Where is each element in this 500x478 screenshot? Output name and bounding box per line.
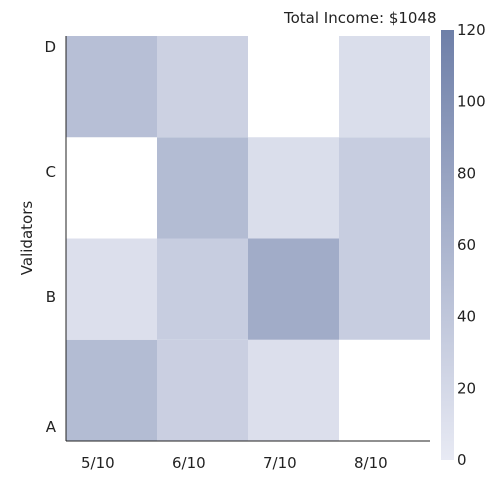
heatmap-cell-a-1 [66, 339, 157, 441]
y-tick-label: B [46, 288, 56, 306]
y-tick-label: D [44, 38, 56, 56]
heatmap-cell-c-3 [248, 137, 339, 239]
y-tick-label: A [46, 418, 57, 436]
heatmap-cell-d-2 [157, 36, 248, 138]
y-axis-ticks: A B C D [44, 38, 56, 436]
colorbar-tick-label: 80 [457, 164, 476, 182]
heatmap-cell-b-4 [339, 238, 430, 340]
y-axis-title: Validators [18, 201, 36, 276]
colorbar-tick-label: 20 [457, 379, 476, 397]
heatmap-cell-a-3 [248, 339, 339, 441]
heatmap-cells [66, 36, 430, 441]
colorbar-tick-label: 40 [457, 308, 476, 326]
colorbar-ticks: 0 20 40 60 80 100 120 [457, 21, 486, 469]
colorbar [441, 30, 454, 460]
heatmap-cell-c-4 [339, 137, 430, 239]
x-tick-label: 5/10 [81, 454, 115, 472]
colorbar-tick-label: 0 [457, 451, 467, 469]
colorbar-tick-label: 120 [457, 21, 486, 39]
heatmap-cell-a-2 [157, 339, 248, 441]
x-axis-ticks: 5/10 6/10 7/10 8/10 [81, 454, 388, 472]
x-tick-label: 7/10 [263, 454, 297, 472]
heatmap-cell-d-4 [339, 36, 430, 138]
heatmap-cell-b-3 [248, 238, 339, 340]
heatmap-cell-b-2 [157, 238, 248, 340]
heatmap-cell-b-1 [66, 238, 157, 340]
colorbar-tick-label: 60 [457, 236, 476, 254]
heatmap-cell-c-2 [157, 137, 248, 239]
x-tick-label: 8/10 [354, 454, 388, 472]
y-tick-label: C [46, 163, 56, 181]
x-tick-label: 6/10 [172, 454, 206, 472]
total-income-label: Total Income: $1048 [283, 9, 437, 27]
heatmap-cell-d-1 [66, 36, 157, 138]
colorbar-tick-label: 100 [457, 93, 486, 111]
